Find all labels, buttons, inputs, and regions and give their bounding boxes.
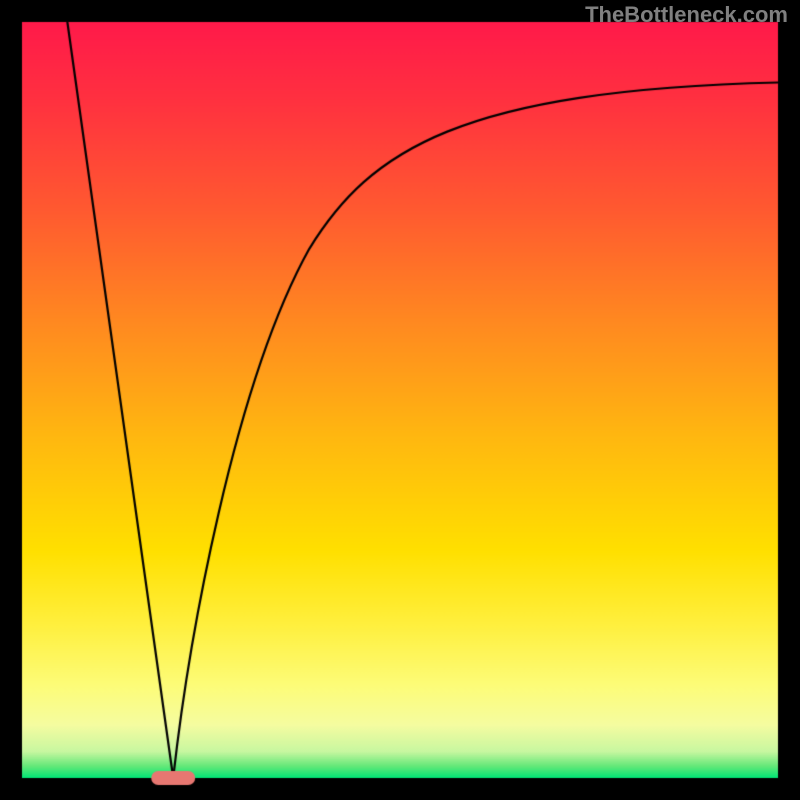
bottleneck-chart: TheBottleneck.com <box>0 0 800 800</box>
watermark-text: TheBottleneck.com <box>585 2 788 28</box>
bottleneck-curve <box>0 0 800 800</box>
